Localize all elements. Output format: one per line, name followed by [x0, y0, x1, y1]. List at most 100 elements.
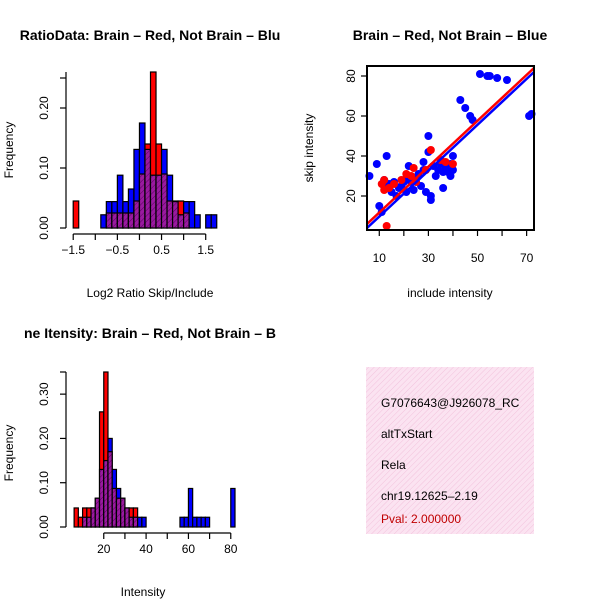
ratio-overlap-bar [105, 212, 113, 229]
ratio-histogram-ylabel: Frequency [2, 122, 16, 179]
ratio-overlap-bar [171, 201, 179, 229]
intensity-overlap-bar [90, 507, 96, 528]
ratio-overlap-bar [183, 212, 190, 229]
intensity-y-tick-label: 0.10 [37, 471, 51, 495]
scatter-point-red [426, 146, 435, 154]
intensity-histogram-title: ne Itensity: Brain – Red, Not Brain – B [24, 325, 276, 341]
scatter-y-tick-label: 40 [344, 149, 358, 163]
intensity-x-tick-label: 20 [97, 542, 111, 556]
scatter-point-red [397, 176, 406, 184]
scatter-point-blue [419, 158, 428, 166]
intensity-overlap-bar [81, 516, 88, 528]
intensity-bar [73, 507, 79, 528]
ratio-overlap-bar [111, 212, 118, 229]
intensity-bar [137, 516, 143, 528]
intensity-overlap-bar [86, 516, 92, 528]
intensity-y-tick-label: 0.20 [37, 426, 51, 450]
intensity-histogram-axes: 20 40 60 80 0.00 0.10 0.20 0.30 [37, 371, 238, 556]
scatter-y-tick-label: 20 [344, 189, 358, 203]
scatter-frame [366, 65, 535, 231]
intensity-bar [200, 516, 206, 528]
intensity-x-tick-label: 40 [139, 542, 153, 556]
ratio-x-tick-label: −0.5 [106, 243, 130, 257]
scatter-point-blue [426, 196, 435, 204]
intensity-bar [187, 487, 194, 528]
ratio-bar [188, 201, 196, 229]
ratio-bar [210, 214, 218, 229]
ratio-y-tick-label: 0.10 [37, 156, 51, 180]
ratio-histogram: RatioData: Brain – Red, Not Brain – Blu … [2, 27, 280, 300]
ratio-overlap-bar [133, 200, 141, 229]
ratio-y-tick-label: 0.00 [37, 216, 51, 240]
scatter-point-blue [375, 202, 384, 210]
scatter-fit-line-red [366, 67, 535, 225]
intensity-overlap-bar [115, 497, 122, 528]
intensity-bar [183, 516, 190, 528]
scatter-point-red [441, 158, 450, 166]
scatter-title: Brain – Red, Not Brain – Blue [353, 27, 548, 43]
ratio-histogram-title: RatioData: Brain – Red, Not Brain – Blu [20, 27, 281, 43]
intensity-y-tick-label: 0.00 [37, 515, 51, 539]
ratio-overlap-bar [138, 173, 146, 229]
intensity-scatter: Brain – Red, Not Brain – Blue 10 30 50 70 20… [302, 27, 547, 300]
scatter-y-tick-label: 60 [344, 109, 358, 123]
ratio-histogram-bars [72, 71, 218, 229]
scatter-point-blue [382, 152, 391, 160]
ratio-y-tick-label: 0.20 [37, 96, 51, 120]
scatter-point-blue [439, 184, 448, 192]
intensity-x-tick-label: 60 [182, 542, 196, 556]
intensity-x-tick-label: 80 [224, 542, 238, 556]
ratio-bar [205, 214, 212, 229]
ratio-histogram-xlabel: Log2 Ratio Skip/Include [87, 286, 214, 300]
ratio-overlap-bar [166, 200, 174, 229]
intensity-bar [230, 487, 236, 528]
info-gene: Rela [381, 458, 406, 472]
intensity-histogram-xlabel: Intensity [121, 585, 166, 599]
scatter-point-red [407, 172, 416, 180]
scatter-point-blue [409, 186, 418, 194]
info-pval: Pval: 2.000000 [381, 512, 461, 526]
ratio-histogram-axes: −1.5 −0.5 0.5 1.5 0.00 0.10 0.20 [37, 72, 214, 257]
intensity-bar [196, 516, 202, 528]
ratio-overlap-bar [122, 212, 130, 229]
scatter-x-tick-label: 50 [471, 251, 485, 265]
intensity-histogram-ylabel: Frequency [2, 425, 16, 482]
intensity-bar [179, 516, 185, 528]
scatter-point-blue [448, 152, 457, 160]
scatter-point-red [390, 180, 399, 188]
intensity-overlap-bar [103, 459, 109, 528]
ratio-overlap-bar [116, 212, 124, 229]
scatter-point-blue [456, 96, 465, 104]
ratio-bar [72, 200, 80, 229]
intensity-overlap-bar [124, 507, 130, 528]
scatter-point-blue [448, 166, 457, 174]
intensity-overlap-bar [107, 451, 113, 528]
ratio-overlap-bar [155, 174, 163, 229]
scatter-y-tick-label: 80 [344, 69, 358, 83]
intensity-y-tick-label: 0.30 [37, 382, 51, 406]
scatter-point-blue [446, 172, 455, 180]
ratio-overlap-bar [127, 212, 135, 229]
info-location: chr19.12625–2.19 [381, 489, 478, 503]
scatter-point-blue [502, 76, 511, 84]
scatter-axes: 10 30 50 70 20 40 60 80 [344, 65, 535, 265]
scatter-point-blue [424, 132, 433, 140]
scatter-point-blue [493, 74, 502, 82]
info-panel: G7076643@J926078_RC altTxStart Rela chr1… [366, 367, 534, 534]
ratio-overlap-bar [177, 214, 185, 229]
scatter-point-blue [461, 104, 470, 112]
scatter-ylabel: skip intensity [302, 114, 316, 183]
info-event-id: G7076643@J926078_RC [381, 396, 520, 410]
intensity-overlap-bar [98, 468, 105, 528]
ratio-overlap-bar [144, 148, 152, 229]
scatter-point-red [382, 222, 391, 230]
intensity-bar [192, 516, 198, 528]
scatter-point-blue [431, 172, 440, 180]
ratio-overlap-bar [149, 174, 157, 229]
scatter-point-blue [475, 70, 484, 78]
intensity-overlap-bar [128, 516, 134, 528]
intensity-overlap-bar [132, 516, 139, 528]
intensity-overlap-bar [111, 487, 118, 528]
scatter-xlabel: include intensity [407, 286, 492, 300]
